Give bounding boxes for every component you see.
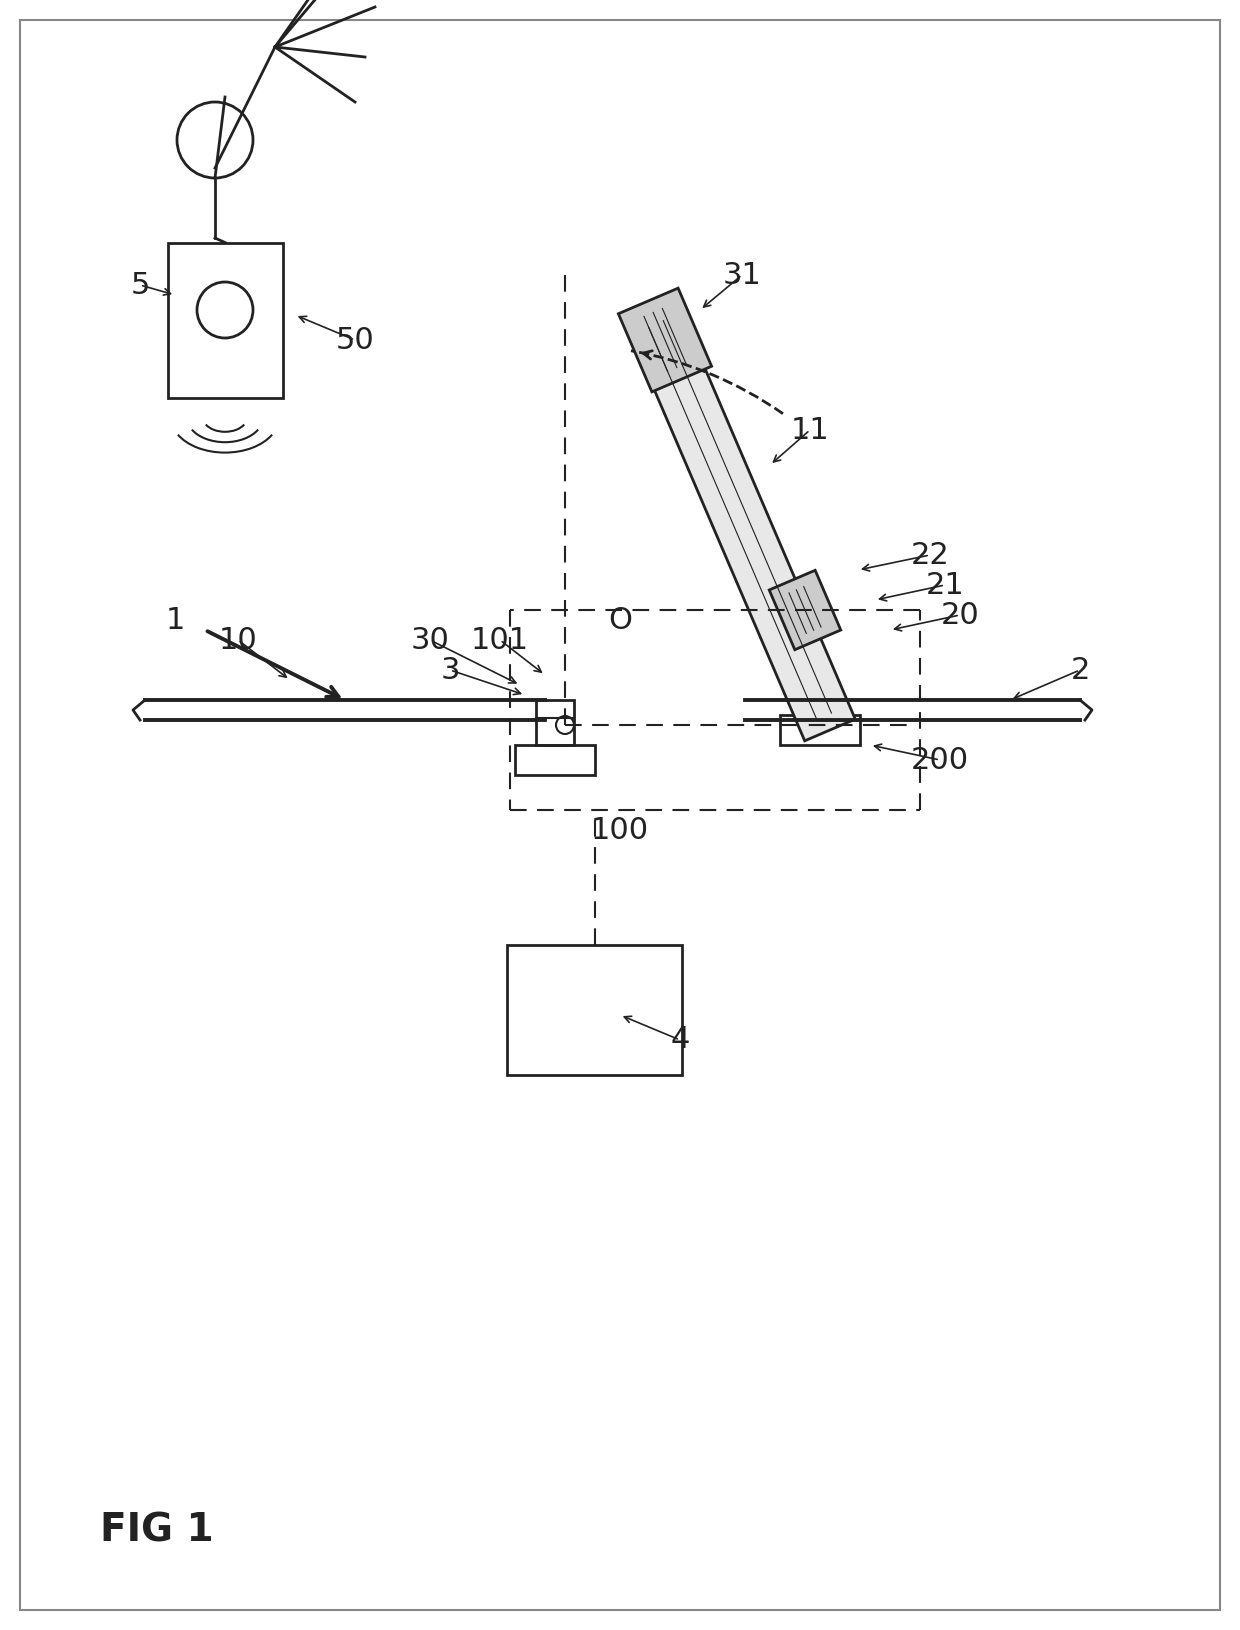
Text: 2: 2 bbox=[1070, 655, 1090, 685]
Text: 50: 50 bbox=[336, 326, 374, 354]
Polygon shape bbox=[769, 570, 841, 650]
Bar bbox=[515, 745, 595, 774]
Polygon shape bbox=[619, 289, 712, 391]
Bar bbox=[167, 243, 283, 398]
Text: FIG 1: FIG 1 bbox=[100, 1511, 213, 1548]
Text: 4: 4 bbox=[671, 1025, 689, 1055]
Polygon shape bbox=[625, 300, 856, 740]
Text: 22: 22 bbox=[910, 541, 950, 569]
Bar bbox=[780, 716, 861, 745]
Text: 21: 21 bbox=[925, 570, 965, 600]
Text: 11: 11 bbox=[791, 416, 830, 445]
Text: O: O bbox=[608, 605, 632, 634]
Bar bbox=[507, 945, 682, 1076]
Text: 1: 1 bbox=[165, 605, 185, 634]
Text: 5: 5 bbox=[130, 271, 150, 300]
Text: 20: 20 bbox=[941, 600, 980, 629]
Text: 100: 100 bbox=[591, 815, 649, 844]
Text: 10: 10 bbox=[218, 626, 258, 655]
Bar bbox=[536, 699, 574, 745]
Text: 31: 31 bbox=[723, 261, 761, 290]
Text: 200: 200 bbox=[911, 745, 970, 774]
Text: 101: 101 bbox=[471, 626, 529, 655]
Text: 3: 3 bbox=[440, 655, 460, 685]
Text: 30: 30 bbox=[410, 626, 449, 655]
